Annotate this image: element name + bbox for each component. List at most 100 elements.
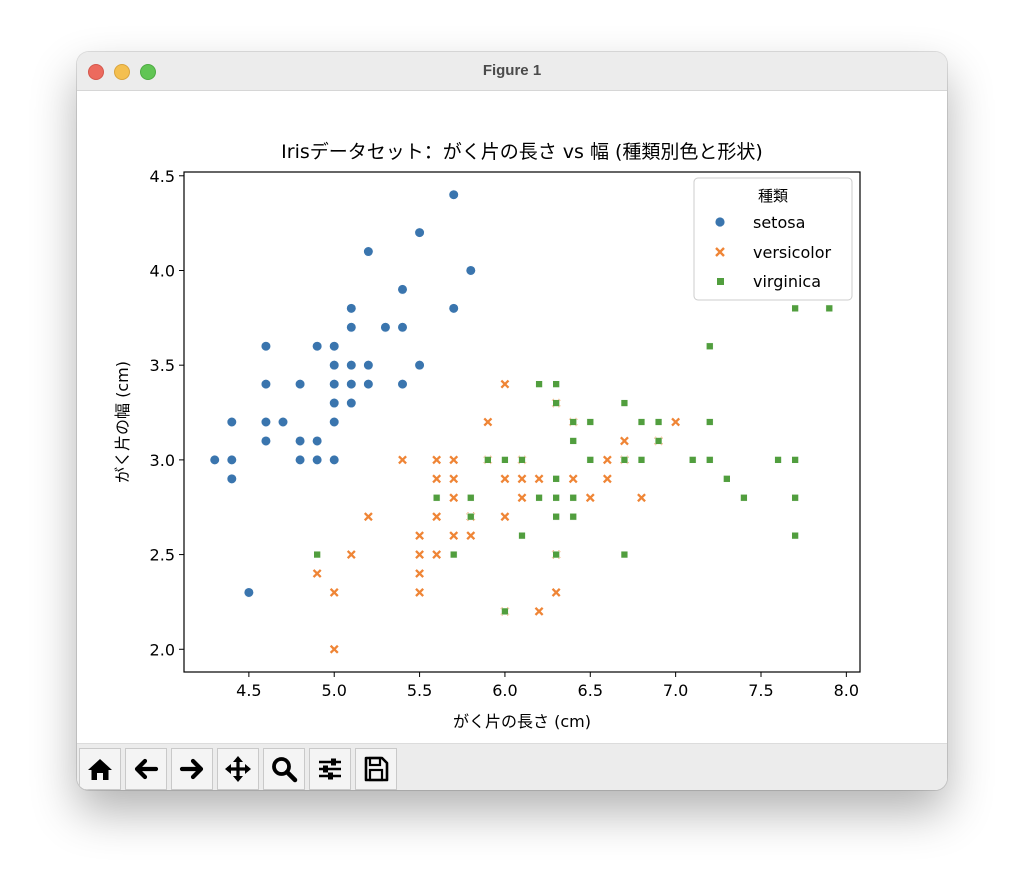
legend-marker-setosa xyxy=(715,217,725,227)
point-versicolor xyxy=(500,474,510,484)
save-button[interactable] xyxy=(355,748,397,790)
point-versicolor xyxy=(449,474,459,484)
zoom-button[interactable] xyxy=(263,748,305,790)
point-virginica xyxy=(637,456,646,464)
home-button[interactable] xyxy=(79,748,121,790)
point-versicolor xyxy=(329,588,339,597)
point-setosa xyxy=(363,360,374,371)
point-virginica xyxy=(791,494,799,502)
point-virginica xyxy=(620,456,629,464)
plot-frame xyxy=(183,171,861,673)
point-setosa xyxy=(329,454,340,465)
point-versicolor xyxy=(432,512,442,522)
point-setosa xyxy=(414,227,425,238)
point-virginica xyxy=(432,494,441,502)
point-virginica xyxy=(706,456,714,464)
point-versicolor xyxy=(620,436,629,446)
point-setosa xyxy=(260,379,272,390)
legend-title: 種類 xyxy=(758,187,788,205)
sliders-icon xyxy=(319,758,341,780)
point-setosa xyxy=(397,322,408,333)
point-virginica xyxy=(706,418,714,426)
legend-marker-versicolor xyxy=(715,247,725,257)
y-tick-label: 2.5 xyxy=(150,546,175,565)
back-button[interactable] xyxy=(125,748,167,790)
pan-button[interactable] xyxy=(217,748,259,790)
point-versicolor xyxy=(449,531,459,541)
point-virginica xyxy=(637,418,646,426)
point-setosa xyxy=(312,341,323,352)
point-versicolor xyxy=(432,474,442,484)
legend-label-setosa: setosa xyxy=(753,213,805,232)
point-versicolor xyxy=(432,550,442,559)
point-virginica xyxy=(569,494,577,502)
point-versicolor xyxy=(312,569,322,578)
point-virginica xyxy=(825,304,833,313)
point-setosa xyxy=(277,416,289,428)
point-setosa xyxy=(312,454,323,465)
y-tick-label: 3.0 xyxy=(150,451,175,470)
point-versicolor xyxy=(602,474,612,484)
point-versicolor xyxy=(398,455,407,465)
point-setosa xyxy=(363,246,374,257)
arrow-left-icon xyxy=(134,758,159,780)
point-virginica xyxy=(552,494,560,502)
maximize-button[interactable] xyxy=(140,64,156,80)
point-setosa xyxy=(226,454,237,465)
x-tick-label: 7.0 xyxy=(663,681,688,700)
point-setosa xyxy=(346,360,357,371)
point-virginica xyxy=(501,456,509,464)
x-axis-label: がく片の長さ (cm) xyxy=(453,712,591,731)
point-versicolor xyxy=(568,474,578,484)
point-versicolor xyxy=(585,493,595,503)
point-versicolor xyxy=(517,493,527,503)
point-virginica xyxy=(552,550,560,559)
point-virginica xyxy=(586,418,594,426)
point-setosa xyxy=(329,416,340,428)
chart-title: Irisデータセット：がく片の長さ vs 幅 (種類別色と形状) xyxy=(281,141,763,163)
point-setosa xyxy=(448,189,459,200)
point-setosa xyxy=(397,284,408,295)
point-setosa xyxy=(312,435,323,447)
point-virginica xyxy=(654,437,663,445)
close-button[interactable] xyxy=(88,64,104,80)
point-setosa xyxy=(346,397,357,409)
point-setosa xyxy=(465,265,476,276)
point-versicolor xyxy=(449,455,459,465)
point-virginica xyxy=(535,380,543,388)
y-tick-label: 4.0 xyxy=(150,261,175,280)
point-virginica xyxy=(706,342,714,350)
configure-subplots-button[interactable] xyxy=(309,748,351,790)
forward-button[interactable] xyxy=(171,748,213,790)
point-virginica xyxy=(791,531,799,540)
title-bar: Figure 1 xyxy=(77,52,947,91)
point-virginica xyxy=(518,531,526,540)
legend-label-virginica: virginica xyxy=(753,272,821,291)
point-versicolor xyxy=(329,644,339,654)
figure-window: Figure 1 4.5 5.0 5.5 6.0 6.5 7.0 7.5 8.0 2.0 2.5 3… xyxy=(77,52,947,790)
point-virginica xyxy=(569,418,577,426)
scatter-chart: 4.5 5.0 5.5 6.0 6.5 7.0 7.5 8.0 2.0 2.5 3.0 3.5 4.0 4… xyxy=(113,141,861,731)
point-versicolor xyxy=(415,531,424,541)
point-setosa xyxy=(260,435,272,447)
point-versicolor xyxy=(517,474,527,484)
point-virginica xyxy=(518,456,526,464)
point-virginica xyxy=(552,399,560,407)
x-tick-label: 7.5 xyxy=(748,681,773,700)
point-setosa xyxy=(243,587,254,598)
x-tick-label: 6.5 xyxy=(578,681,603,700)
window-title: Figure 1 xyxy=(482,62,542,79)
minimize-button[interactable] xyxy=(114,64,130,80)
arrow-right-icon xyxy=(179,758,204,780)
point-setosa xyxy=(226,473,237,484)
point-setosa xyxy=(294,379,306,390)
point-versicolor xyxy=(466,531,476,541)
point-versicolor xyxy=(432,455,442,465)
point-versicolor xyxy=(483,417,493,427)
point-virginica xyxy=(484,456,492,464)
point-setosa xyxy=(414,360,425,371)
point-setosa xyxy=(363,379,374,390)
point-versicolor xyxy=(415,588,424,597)
point-versicolor xyxy=(534,474,544,484)
x-tick-label: 4.5 xyxy=(236,681,261,700)
